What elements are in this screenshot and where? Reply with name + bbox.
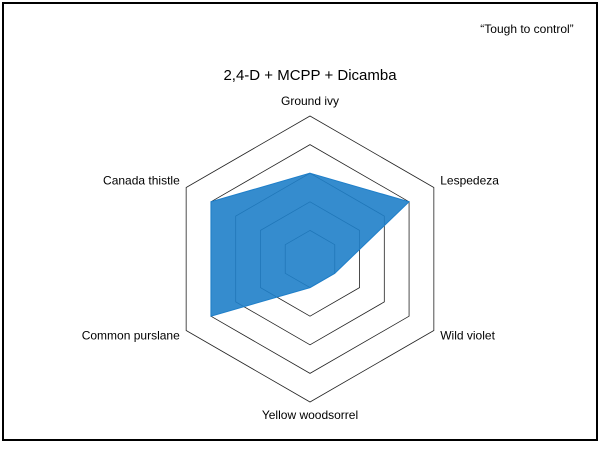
axis-label: Ground ivy [281, 94, 339, 108]
axis-label: Common purslane [82, 329, 180, 343]
grid-ring [185, 115, 435, 403]
axis-label: Canada thistle [103, 174, 180, 188]
axis-label: Yellow woodsorrel [262, 408, 358, 422]
axis-label: Wild violet [440, 329, 495, 343]
chart-title: 2,4-D + MCPP + Dicamba [223, 67, 397, 84]
axis-label: Lespedeza [440, 174, 499, 188]
radar-area [210, 172, 411, 317]
annotation: “Tough to control” [480, 22, 573, 36]
